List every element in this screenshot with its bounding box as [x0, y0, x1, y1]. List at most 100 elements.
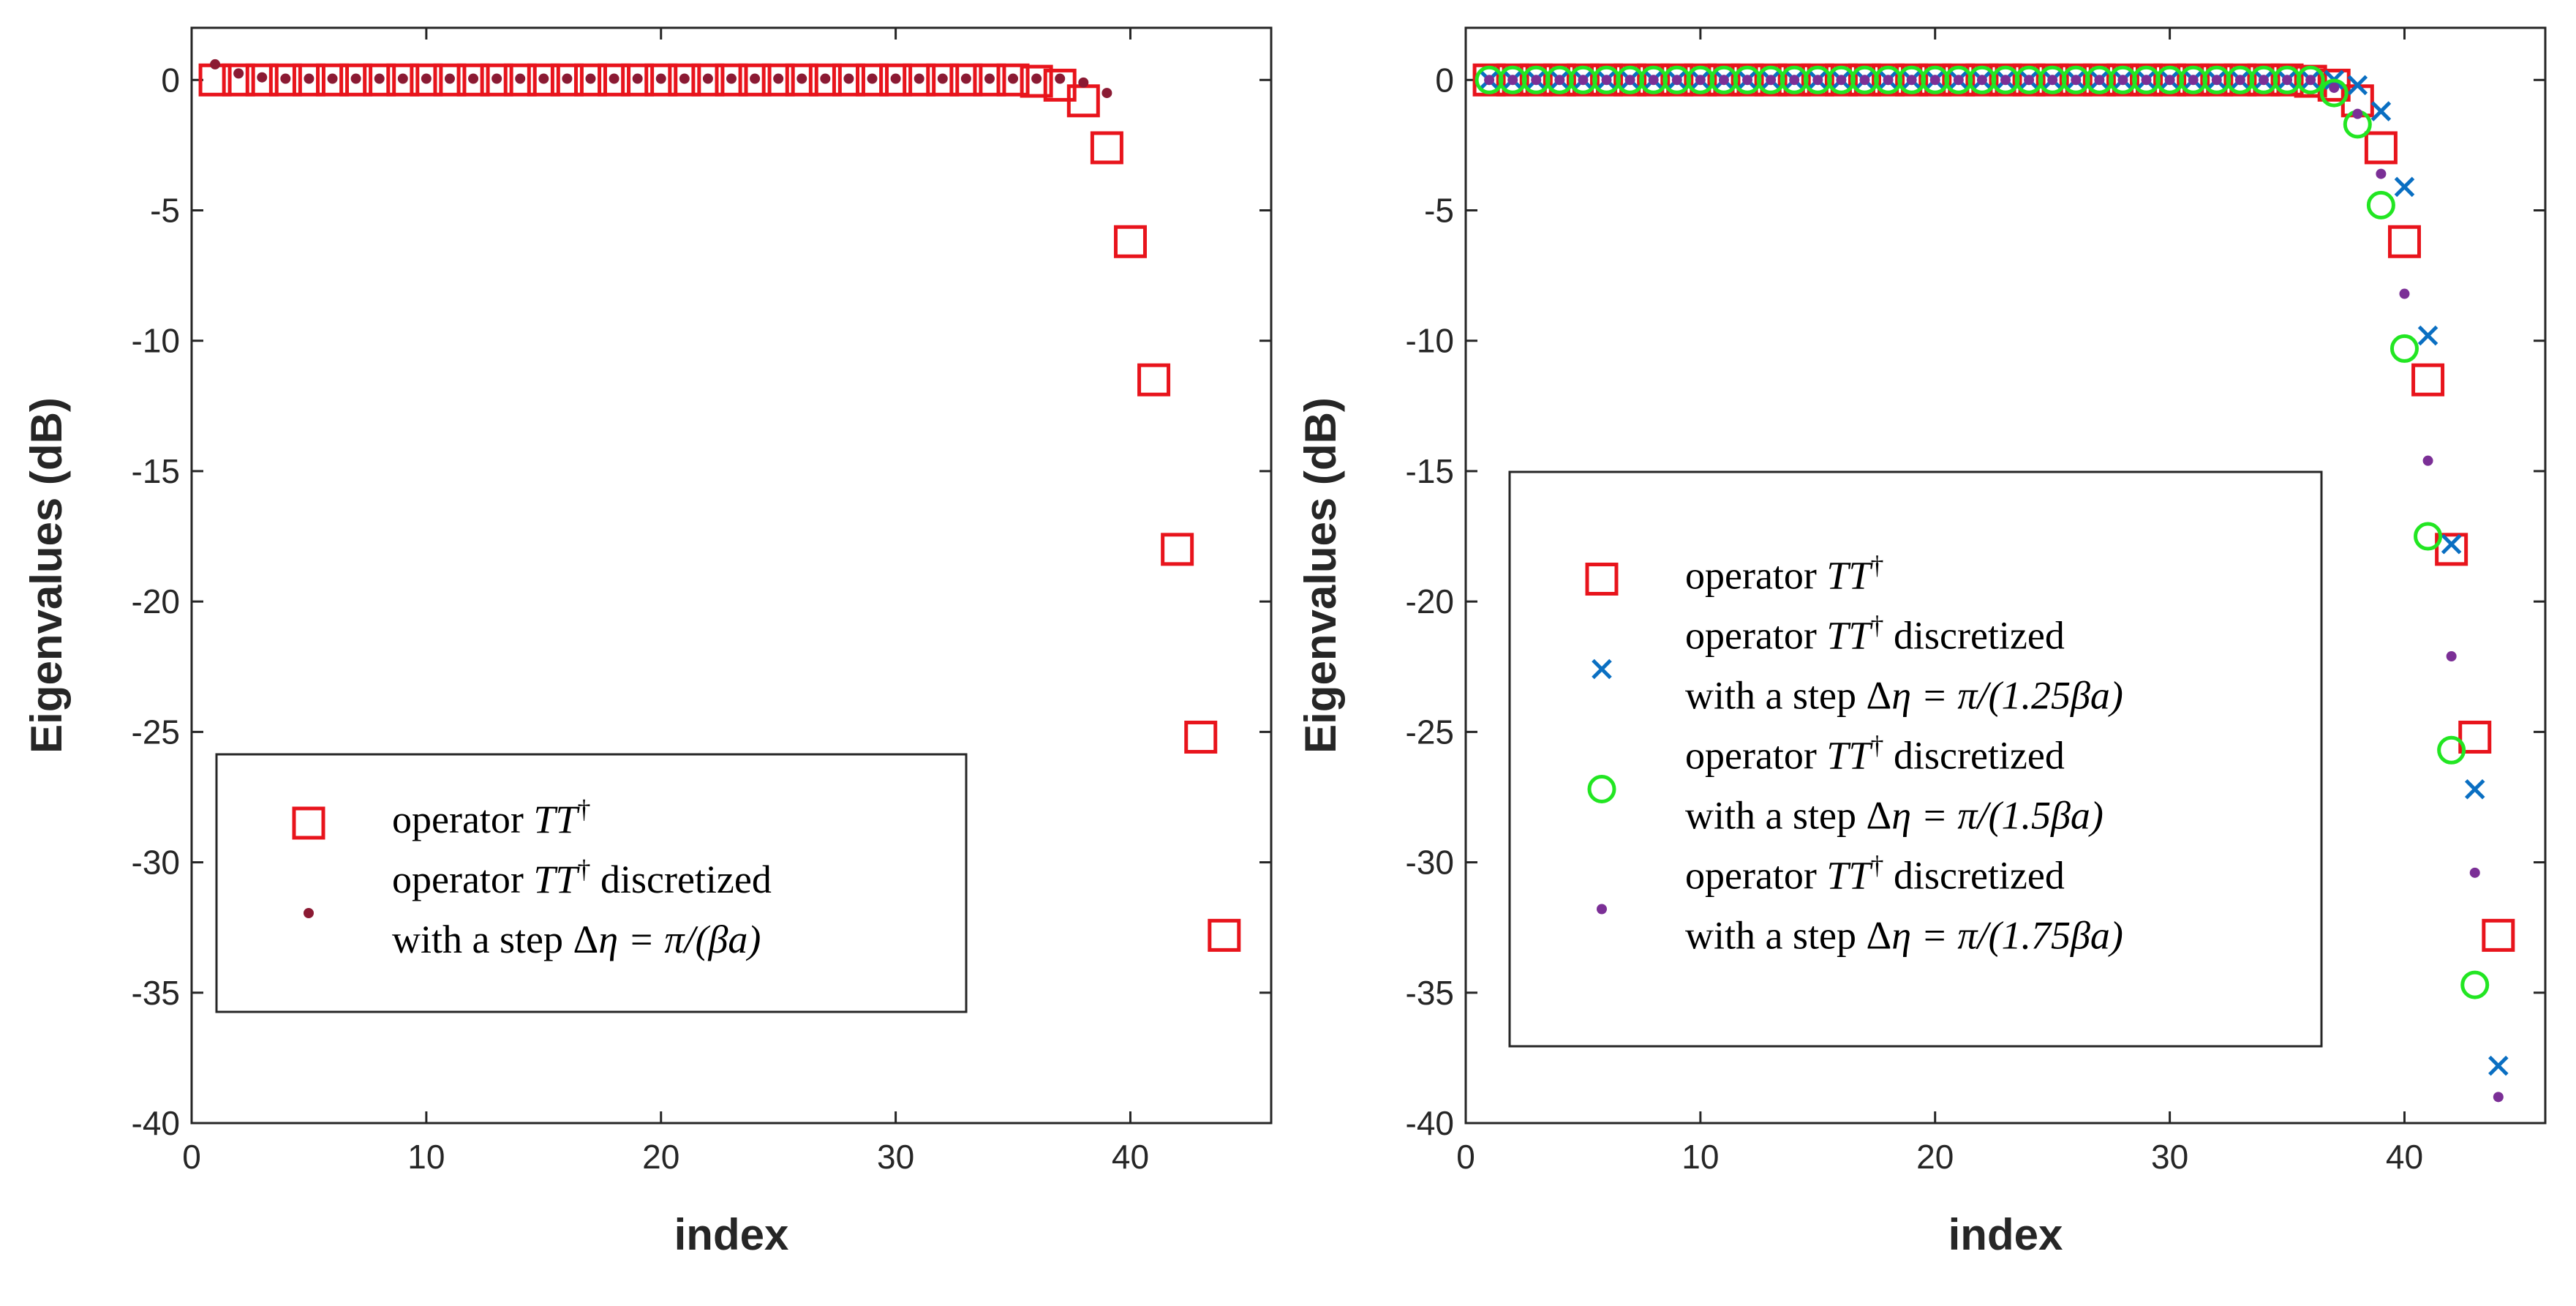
data-point-square: [973, 63, 1006, 97]
y-tick-label: -5: [150, 192, 180, 230]
data-point-square: [1824, 63, 1858, 97]
data-point-square: [2435, 533, 2468, 566]
data-point-square: [1989, 63, 2022, 97]
data-point-dot: [937, 73, 948, 84]
data-point-dot: [1484, 75, 1495, 86]
data-point-square: [2153, 63, 2187, 97]
data-point-dot: [280, 73, 291, 84]
data-point-dot: [1554, 75, 1565, 86]
data-point-circle: [2366, 190, 2395, 219]
data-point-square: [480, 63, 513, 97]
data-point-dot: [562, 73, 573, 84]
y-tick-label: -15: [1406, 452, 1454, 490]
data-point-square: [1496, 63, 1529, 97]
data-point-square: [339, 63, 373, 97]
data-point-dot: [2188, 75, 2199, 86]
series-dot: [1484, 75, 2504, 1103]
left-chart-panel: 0 10 20 30 40 0 -5 -10 -15 -20 -25 -30 -35 -40 index Ei…: [22, 26, 1273, 1259]
legend-entry-text: operator TT† discretized: [1685, 851, 2065, 898]
data-point-square: [1613, 63, 1647, 97]
data-point-dot: [796, 73, 807, 84]
data-point-dot: [1648, 75, 1659, 86]
legend-text-part: operator: [1685, 854, 1826, 898]
data-point-dot: [1976, 75, 1987, 86]
y-axis-label: Eigenvalues (dB): [1296, 397, 1345, 754]
data-point-square: [1184, 720, 1218, 754]
legend-marker-square: [292, 806, 325, 840]
legend-text-part: operator: [1685, 554, 1826, 598]
legend-text-part: TT: [1826, 854, 1873, 898]
data-point-square: [2411, 363, 2445, 397]
y-tick-label: -30: [1406, 844, 1454, 882]
data-point-square: [926, 63, 960, 97]
data-point-dot: [2164, 75, 2175, 86]
data-point-dot: [2305, 75, 2316, 86]
legend-marker-dot: [1597, 904, 1607, 915]
data-point-cross: [2488, 1055, 2509, 1076]
data-point-dot: [397, 73, 408, 84]
data-point-dot: [1718, 75, 1729, 86]
data-point-dot: [1953, 75, 1964, 86]
data-point-square: [668, 63, 701, 97]
data-point-square: [2270, 63, 2304, 97]
data-point-cross: [2464, 779, 2485, 800]
data-point-cross: [2394, 176, 2415, 198]
legend-text-part: †: [1870, 551, 1883, 580]
x-tick-label: 40: [1112, 1138, 1149, 1176]
data-point-dot: [2071, 75, 2082, 86]
legend-text-part: TT: [1826, 614, 1873, 658]
data-point-dot: [2141, 75, 2152, 86]
data-point-dot: [1531, 75, 1542, 86]
legend-text-part: discretized: [1883, 734, 2064, 778]
legend-entry-text: with a step Δη = π/(1.5βa): [1685, 794, 2104, 838]
data-point-square: [456, 63, 490, 97]
legend-marker-circle: [1587, 775, 1616, 803]
data-point-square: [2482, 918, 2515, 952]
data-point-square: [2223, 63, 2257, 97]
y-tick-label: 0: [161, 61, 180, 99]
data-point-dot: [890, 73, 901, 84]
data-point-square: [1965, 63, 1999, 97]
data-point-dot: [2329, 82, 2340, 93]
x-tick-label: 40: [2386, 1138, 2423, 1176]
data-point-square: [1113, 225, 1147, 258]
data-point-dot: [1766, 75, 1777, 86]
data-point-square: [2247, 63, 2281, 97]
legend-text-part: discretized: [1883, 614, 2064, 658]
y-tick-label: -35: [132, 974, 180, 1012]
legend-entry-text: with a step Δη = π/(1.25βa): [1685, 674, 2123, 718]
data-point-dot: [374, 73, 385, 84]
data-point-dot: [843, 73, 854, 84]
data-point-square: [621, 63, 655, 97]
data-point-dot: [609, 73, 619, 84]
data-point-dot: [1578, 75, 1589, 86]
y-tick-label: -40: [132, 1104, 180, 1142]
data-point-dot: [2399, 288, 2410, 299]
data-point-dot: [1078, 77, 1089, 88]
y-tick-label: 0: [1435, 61, 1454, 99]
data-point-square: [832, 63, 865, 97]
data-point-square: [550, 63, 584, 97]
data-point-dot: [2258, 75, 2269, 86]
y-tick-label: -15: [132, 452, 180, 490]
legend-text-part: TT: [533, 798, 580, 841]
data-point-dot: [984, 73, 995, 84]
x-tick-label: 20: [642, 1138, 679, 1176]
data-point-square: [2458, 720, 2492, 754]
data-point-dot: [655, 73, 666, 84]
data-point-square: [2082, 63, 2116, 97]
data-point-square: [785, 63, 818, 97]
data-point-dot: [1101, 88, 1112, 99]
data-point-dot: [444, 73, 455, 84]
data-point-square: [1872, 63, 1905, 97]
data-point-dot: [2493, 1092, 2504, 1103]
data-point-square: [2106, 63, 2139, 97]
data-point-square: [433, 63, 467, 97]
y-axis-label: Eigenvalues (dB): [22, 397, 71, 754]
x-tick-label: 30: [877, 1138, 914, 1176]
data-point-circle: [2437, 735, 2466, 765]
y-tick-label: -35: [1406, 974, 1454, 1012]
data-point-dot: [1507, 75, 1518, 86]
legend-text-part: †: [1870, 851, 1883, 880]
